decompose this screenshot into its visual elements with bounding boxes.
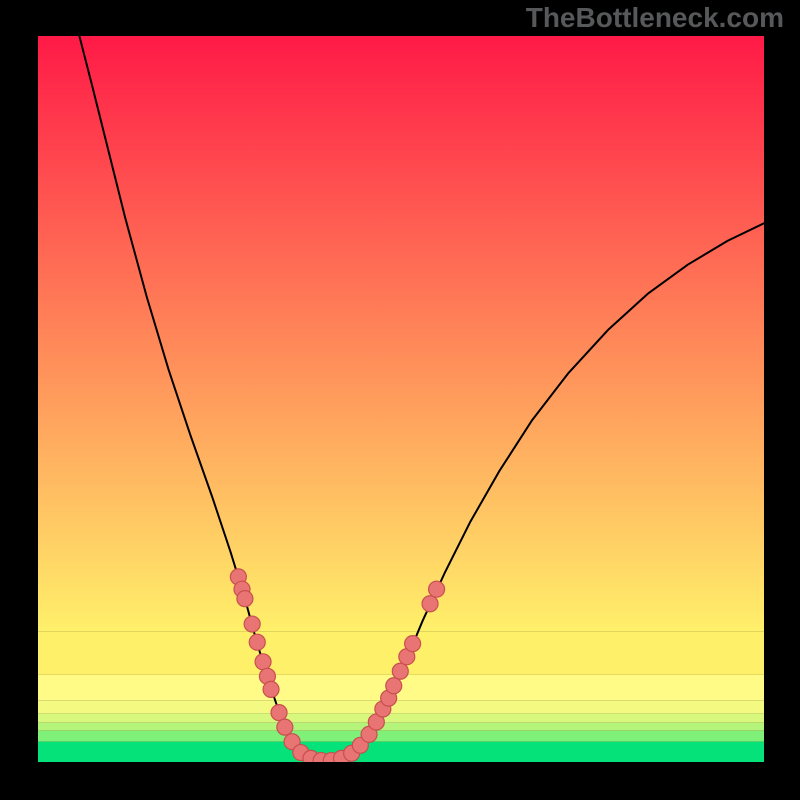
bottleneck-curve-chart <box>0 0 800 800</box>
watermark-text: TheBottleneck.com <box>526 2 784 34</box>
chart-container: { "watermark": { "text": "TheBottleneck.… <box>0 0 800 800</box>
